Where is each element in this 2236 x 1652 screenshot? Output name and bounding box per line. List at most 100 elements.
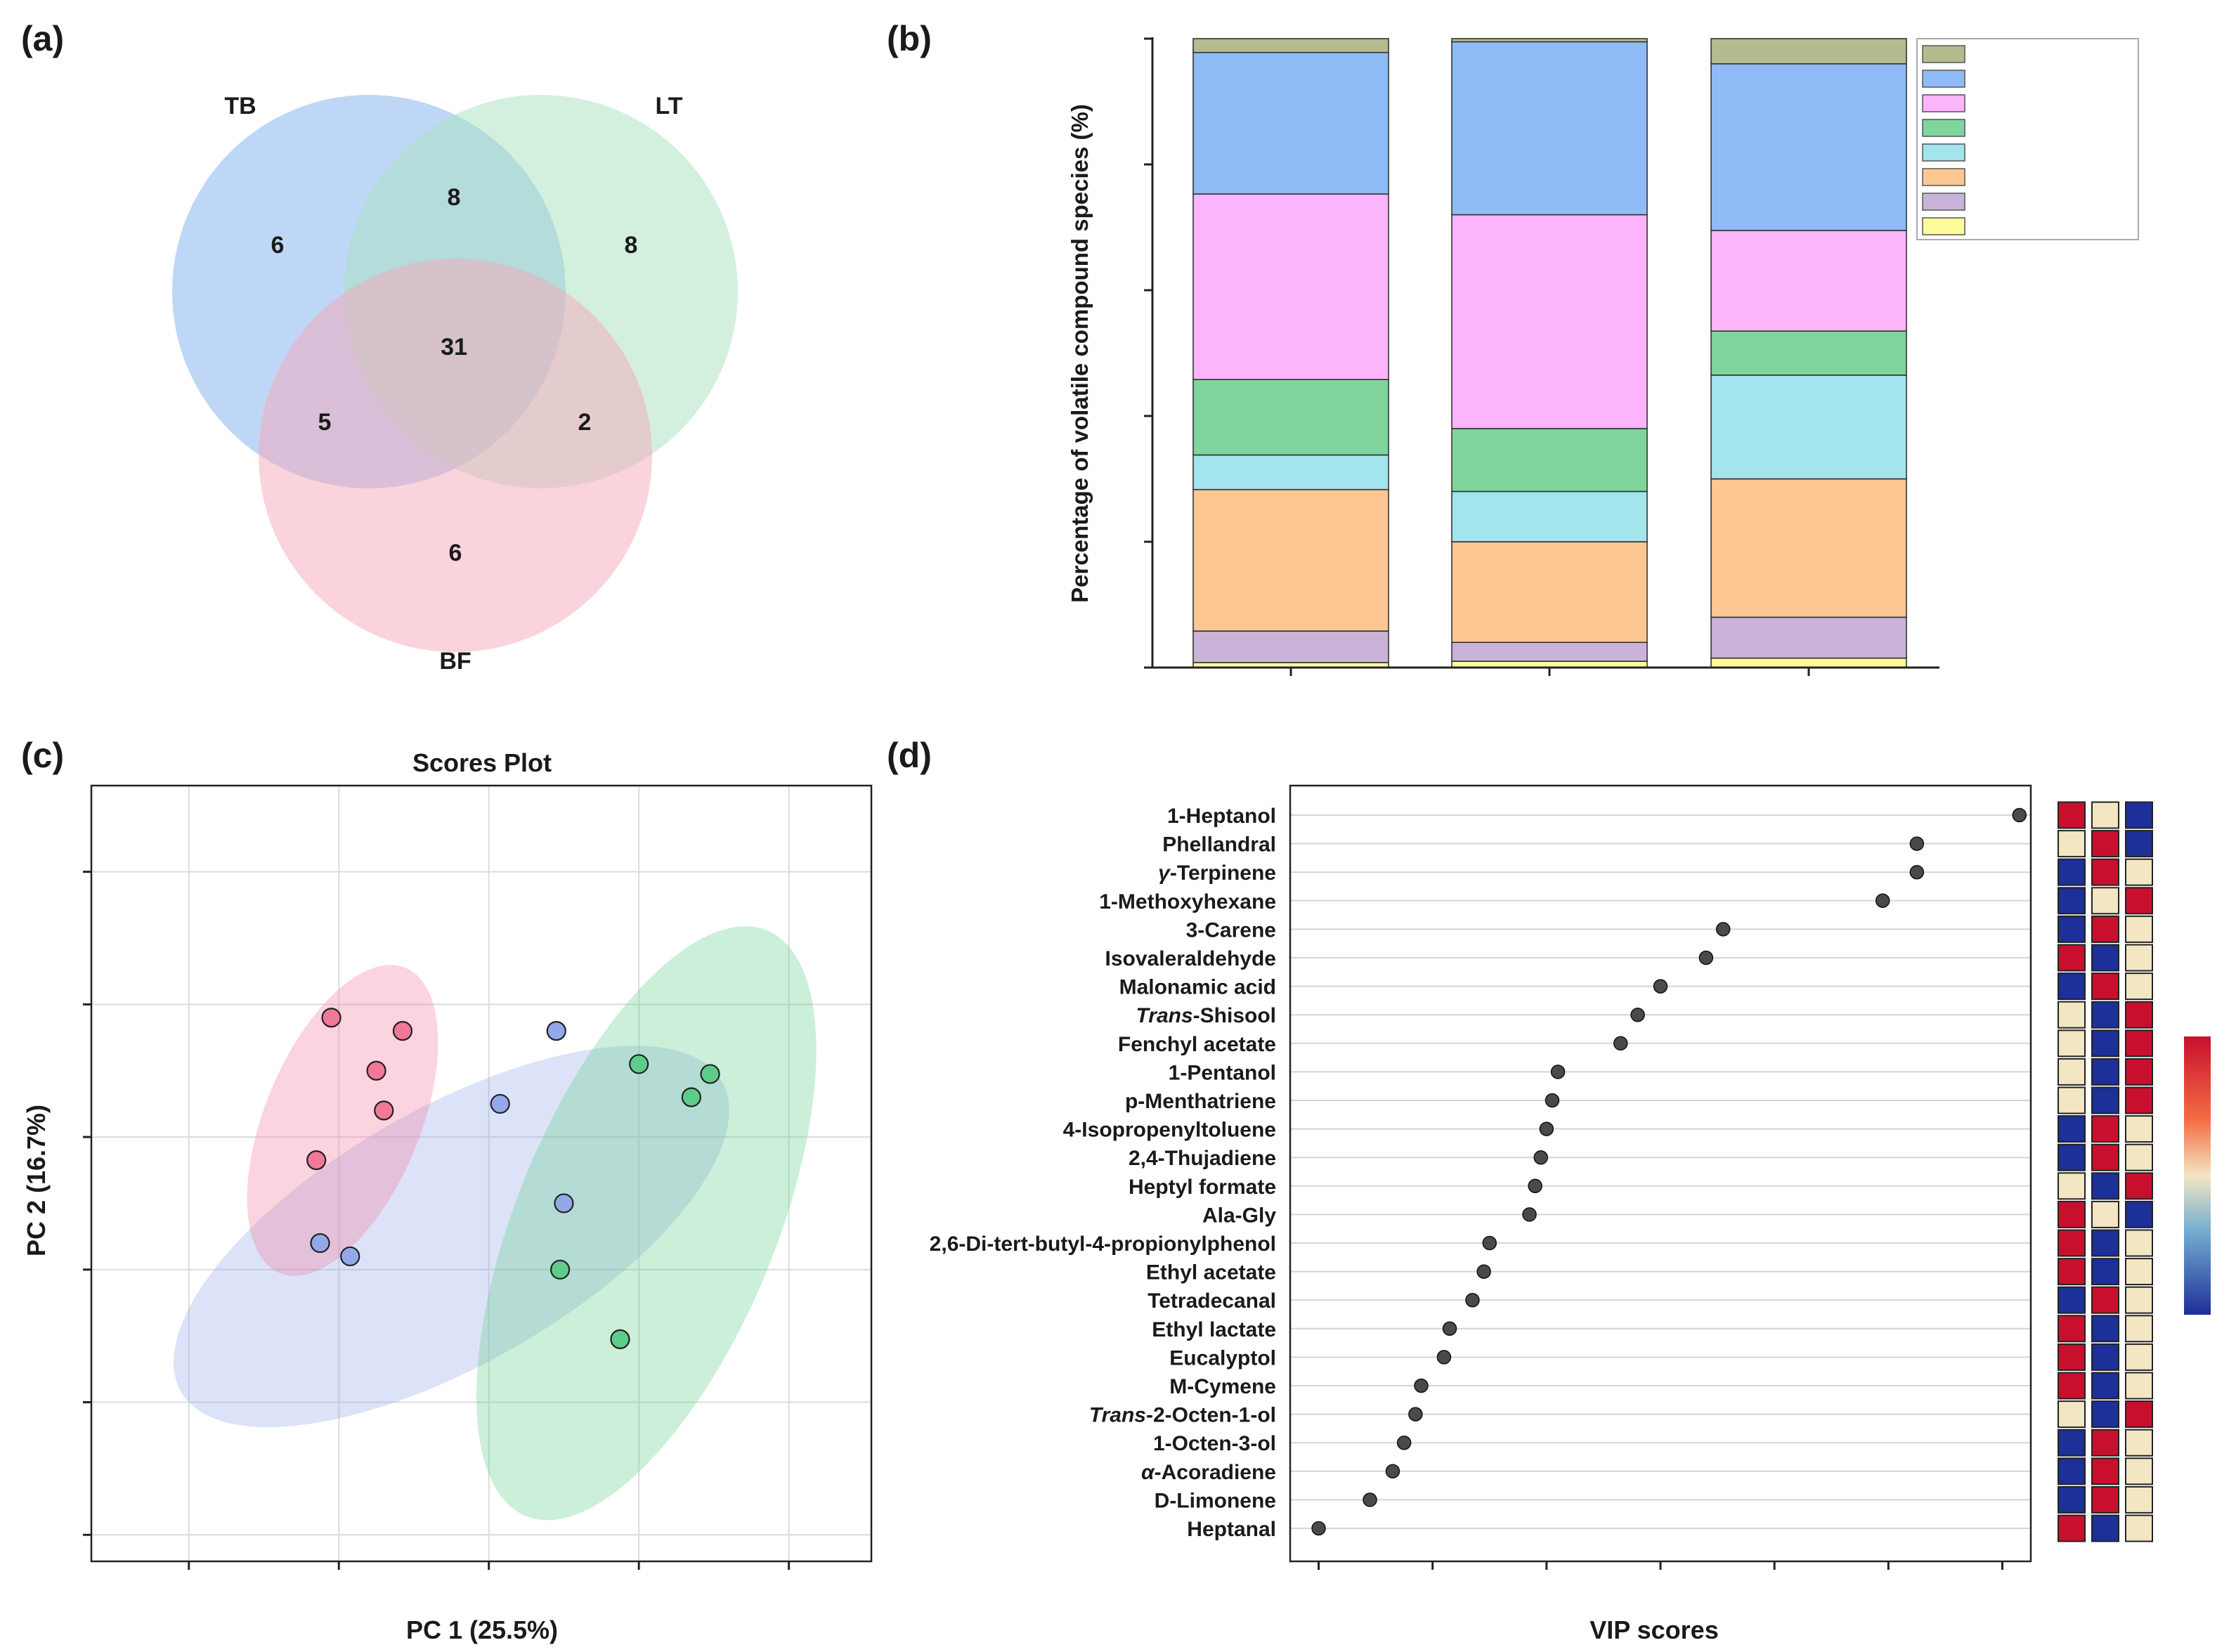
scatter-point-tb-4 (340, 1246, 360, 1267)
vip-compound-name-8: Fenchyl acetate (1118, 1033, 1276, 1056)
scatter-ellipse-bf (247, 965, 438, 1276)
bar-y-axis-label: Percentage of volatile compound species … (1067, 104, 1093, 603)
heatmap-cell-4-lt (2091, 915, 2119, 943)
heatmap-cell-8-lt (2091, 1029, 2119, 1058)
heatmap-cell-14-lt (2091, 1200, 2119, 1228)
scatter-plot-area (91, 786, 871, 1561)
vip-point-12 (1533, 1150, 1548, 1165)
scatter-point-bf-4 (306, 1150, 327, 1171)
heatmap-cell-13-tb (2125, 1172, 2153, 1200)
vip-compound-name-10: p-Menthatriene (1125, 1090, 1276, 1113)
heatmap-cell-12-tb (2125, 1143, 2153, 1171)
vip-point-15 (1482, 1235, 1497, 1251)
heatmap-cell-0-bf (2058, 801, 2086, 829)
bar-legend-swatch-hydrocarbons (1922, 70, 1965, 88)
vip-compound-name-9: 1-Pentanol (1169, 1061, 1276, 1084)
heatmap-cell-19-tb (2125, 1343, 2153, 1371)
venn-count-lt-only: 8 (625, 232, 638, 259)
bar-segment-tb-hydrocarbons (1192, 51, 1389, 195)
heatmap-cell-4-bf (2058, 915, 2086, 943)
heatmap-cell-22-bf (2058, 1429, 2086, 1457)
bar-segment-bf-aldehydes (1710, 478, 1907, 618)
vip-compound-name-25: Heptanal (1187, 1518, 1276, 1541)
vip-compound-label-7: Trans-Shisool (1136, 1004, 1277, 1027)
heatmap-cell-11-lt (2091, 1115, 2119, 1143)
heatmap-cell-16-lt (2091, 1258, 2119, 1286)
vip-compound-name-24: D-Limonene (1155, 1489, 1276, 1512)
heatmap-cell-1-lt (2091, 830, 2119, 858)
bar-segment-lt-ketones (1451, 428, 1648, 493)
heatmap-cell-18-lt (2091, 1315, 2119, 1343)
heatmap-cell-25-lt (2091, 1514, 2119, 1542)
heatmap-cell-8-bf (2058, 1029, 2086, 1058)
bar-segment-lt-others (1451, 38, 1648, 43)
vip-point-11 (1539, 1121, 1554, 1136)
vip-point-4 (1715, 922, 1731, 937)
vip-compound-name-17: Tetradecanal (1148, 1289, 1276, 1313)
venn-count-all: 31 (441, 334, 467, 360)
heatmap-cell-20-bf (2058, 1372, 2086, 1400)
vip-compound-name-14: Ala-Gly (1202, 1204, 1276, 1227)
vip-compound-name-16: Ethyl acetate (1146, 1261, 1276, 1284)
heatmap-cell-6-tb (2125, 973, 2153, 1001)
scatter-title: Scores Plot (412, 748, 552, 777)
vip-plot-area (1290, 786, 2031, 1561)
heatmap-cell-13-lt (2091, 1172, 2119, 1200)
bar-legend-swatch-acids (1922, 143, 1965, 162)
heatmap-cell-7-tb (2125, 1001, 2153, 1029)
vip-compound-label-14: Ala-Gly (1202, 1204, 1276, 1227)
heatmap-cell-24-tb (2125, 1485, 2153, 1514)
venn-count-lt-bf: 2 (578, 409, 592, 436)
heatmap-cell-24-lt (2091, 1485, 2119, 1514)
heatmap-cell-16-tb (2125, 1258, 2153, 1286)
scatter-plot-frame (90, 784, 873, 1563)
vip-point-0 (2012, 807, 2027, 823)
bar-legend-swatch-esters (1922, 217, 1965, 235)
venn-label-tb: TB (224, 93, 256, 119)
scatter-point-tb-2 (554, 1193, 574, 1214)
vip-point-20 (1414, 1378, 1429, 1393)
scatter-point-lt-0 (629, 1054, 649, 1074)
heatmap-cell-0-lt (2091, 801, 2119, 829)
venn-count-tb-bf: 5 (318, 409, 332, 436)
vip-compound-name-11: 4-Isopropenyltoluene (1063, 1119, 1276, 1142)
heatmap-cell-6-lt (2091, 973, 2119, 1001)
scatter-point-bf-3 (374, 1100, 394, 1121)
vip-compound-label-6: Malonamic acid (1119, 976, 1276, 999)
vip-compound-prefix-7: Trans (1136, 1004, 1193, 1027)
heatmap-cell-14-bf (2058, 1200, 2086, 1228)
vip-compound-name-12: 2,4-Thujadiene (1129, 1147, 1276, 1170)
heatmap-cell-23-bf (2058, 1457, 2086, 1485)
venn-count-tb-lt: 8 (448, 184, 461, 211)
vip-compound-label-16: Ethyl acetate (1146, 1261, 1276, 1284)
vip-point-16 (1476, 1264, 1491, 1279)
heatmap-cell-2-lt (2091, 858, 2119, 886)
bar-segment-bf-ethers (1710, 230, 1907, 332)
heatmap-cell-23-lt (2091, 1457, 2119, 1485)
vip-compound-label-0: 1-Heptanol (1167, 805, 1276, 828)
scatter-ellipse-tb (173, 1046, 729, 1428)
heatmap-cell-16-bf (2058, 1258, 2086, 1286)
bar-legend-swatch-aldehydes (1922, 168, 1965, 186)
vip-x-axis-label: VIP scores (1590, 1615, 1718, 1644)
bar-segment-tb-ketones (1192, 379, 1389, 456)
vip-point-2 (1909, 864, 1925, 880)
bar-legend-swatch-ketones (1922, 119, 1965, 137)
vip-compound-label-18: Ethyl lactate (1152, 1318, 1276, 1341)
vip-compound-name-0: 1-Heptanol (1167, 805, 1276, 828)
vip-point-13 (1528, 1178, 1542, 1194)
heatmap-cell-12-bf (2058, 1143, 2086, 1171)
heatmap-cell-8-tb (2125, 1029, 2153, 1058)
scatter-point-tb-3 (310, 1233, 330, 1254)
bar-segment-bf-alcohols (1710, 616, 1907, 659)
heatmap-cell-24-bf (2058, 1485, 2086, 1514)
vip-compound-name-3: 1-Methoxyhexane (1099, 890, 1276, 913)
vip-compound-label-11: 4-Isopropenyltoluene (1063, 1119, 1276, 1142)
heatmap-cell-21-bf (2058, 1400, 2086, 1429)
venn-diagram: TB LT BF 6 8 6 8 5 2 31 (172, 93, 738, 675)
vip-point-24 (1363, 1492, 1377, 1507)
heat-legend-colorbar (2184, 1036, 2211, 1315)
vip-compound-label-1: Phellandral (1162, 833, 1276, 857)
vip-point-18 (1442, 1321, 1457, 1336)
